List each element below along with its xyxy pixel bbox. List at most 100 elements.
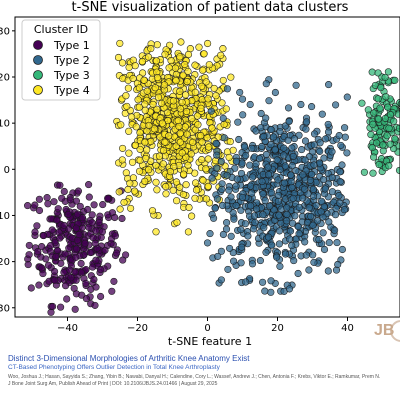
point-type-1	[35, 195, 43, 203]
point-type-1	[87, 249, 95, 257]
point-type-2	[298, 146, 306, 154]
point-type-1	[50, 198, 58, 206]
point-type-2	[303, 118, 311, 126]
point-type-2	[281, 162, 289, 170]
point-type-1	[73, 245, 81, 253]
point-type-2	[283, 217, 291, 225]
point-type-2	[310, 141, 318, 149]
point-type-4	[197, 132, 205, 140]
point-type-2	[322, 135, 330, 143]
point-type-2	[288, 242, 296, 250]
point-type-3	[379, 147, 387, 155]
point-type-3	[375, 161, 383, 169]
point-type-4	[204, 182, 212, 190]
point-type-2	[267, 141, 275, 149]
point-type-3	[384, 103, 392, 111]
point-type-1	[34, 248, 42, 256]
point-type-2	[336, 178, 344, 186]
point-type-2	[207, 107, 215, 115]
point-type-4	[176, 87, 184, 95]
point-type-2	[260, 132, 268, 141]
point-type-4	[158, 99, 166, 107]
point-type-4	[176, 138, 184, 146]
point-type-4	[167, 57, 175, 65]
point-type-2	[206, 230, 214, 238]
point-type-2	[275, 211, 283, 219]
legend-title: Cluster ID	[34, 23, 88, 36]
caption-title[interactable]: Distinct 3-Dimensional Morphologies of A…	[8, 354, 250, 363]
point-type-4	[159, 146, 168, 155]
point-type-1	[71, 305, 79, 313]
point-type-4	[145, 166, 153, 174]
point-type-4	[125, 63, 133, 71]
point-type-4	[118, 59, 127, 67]
point-type-3	[370, 109, 378, 117]
point-type-2	[246, 100, 254, 109]
point-type-2	[321, 185, 329, 193]
point-type-2	[335, 192, 343, 200]
point-type-4	[145, 121, 153, 129]
point-type-2	[328, 148, 336, 156]
point-type-3	[391, 135, 399, 143]
point-type-4	[204, 39, 212, 48]
point-type-4	[127, 204, 135, 212]
point-type-2	[248, 189, 256, 197]
point-type-4	[172, 77, 180, 85]
point-type-2	[258, 142, 266, 151]
point-type-4	[181, 123, 189, 131]
point-type-2	[211, 204, 219, 212]
point-type-2	[265, 171, 273, 179]
point-type-4	[136, 167, 144, 175]
point-type-4	[119, 144, 127, 152]
point-type-2	[276, 165, 284, 174]
point-type-4	[128, 113, 136, 121]
point-type-1	[84, 205, 92, 214]
point-type-4	[135, 84, 143, 92]
point-type-3	[373, 139, 381, 147]
legend: Cluster ID Type 1 Type 2 Type 3 Type 4	[21, 19, 101, 101]
point-type-4	[141, 177, 149, 185]
point-type-3	[368, 144, 376, 152]
point-type-4	[140, 76, 148, 84]
point-type-4	[131, 187, 139, 195]
point-type-2	[291, 212, 299, 220]
point-type-1	[122, 251, 130, 259]
point-type-1	[108, 287, 116, 295]
point-type-2	[214, 252, 222, 260]
point-type-1	[60, 268, 68, 276]
point-type-1	[73, 236, 81, 244]
x-tick-label: −20	[127, 323, 148, 334]
point-type-1	[95, 218, 103, 226]
point-type-2	[295, 203, 303, 211]
point-type-2	[227, 232, 235, 240]
point-type-3	[385, 162, 393, 170]
point-type-1	[90, 275, 98, 284]
point-type-2	[248, 144, 256, 152]
y-tick-label: 30	[0, 303, 10, 314]
caption-subtitle[interactable]: CT-Based Phenotyping Offers Outlier Dete…	[8, 364, 220, 371]
point-type-3	[385, 124, 393, 132]
point-type-2	[238, 243, 246, 251]
axes-layer: −40 −20 0 20 40 30 20 10 0 10 20 30	[0, 26, 354, 334]
point-type-4	[155, 152, 164, 160]
point-type-4	[124, 185, 132, 194]
point-type-1	[85, 193, 93, 201]
point-type-2	[284, 136, 292, 144]
point-type-2	[305, 266, 313, 274]
point-type-3	[374, 69, 382, 77]
point-type-4	[123, 102, 131, 110]
legend-entry: Type 4	[33, 84, 90, 97]
point-type-1	[24, 202, 32, 210]
point-type-2	[213, 151, 221, 159]
point-type-4	[199, 176, 207, 184]
point-type-1	[40, 232, 48, 240]
point-type-2	[217, 276, 225, 284]
point-type-4	[173, 197, 181, 205]
caption-authors: Woo, Joshua J.; Hasan, Sayyida S.; Zhang…	[8, 374, 381, 380]
point-type-2	[320, 154, 328, 162]
point-type-4	[125, 127, 133, 135]
point-type-2	[239, 111, 247, 119]
point-type-4	[178, 98, 186, 106]
point-type-4	[151, 84, 159, 92]
